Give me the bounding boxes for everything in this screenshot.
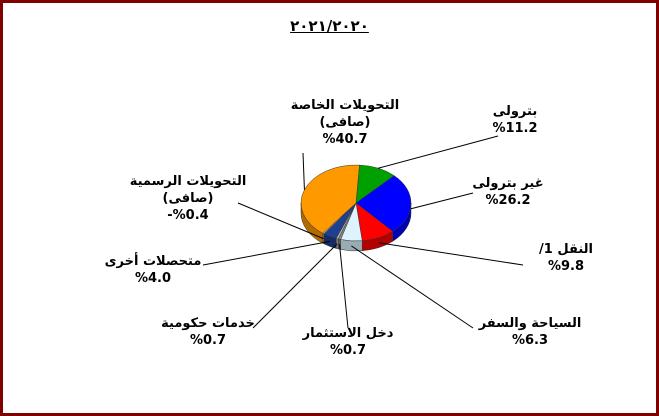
value-label: %9.8 xyxy=(547,259,585,274)
value-label: %0.7 xyxy=(329,343,367,358)
value-label: %6.3 xyxy=(511,333,549,348)
leader-line xyxy=(339,244,349,329)
category-label: خدمات حكومية xyxy=(161,316,255,331)
category-label: التحويلات الرسمية (صافى) xyxy=(129,174,247,206)
pie-side xyxy=(335,238,339,250)
pie-slice xyxy=(355,175,412,232)
category-label: السياحة والسفر xyxy=(478,316,582,331)
category-label: النقل 1/ xyxy=(539,242,593,257)
data-label: بترولى %11.2 xyxy=(492,103,537,137)
category-label: غير بترولى xyxy=(472,176,544,191)
category-label: دخل الاستثمار xyxy=(302,326,394,341)
leader-line xyxy=(378,135,499,169)
data-label: خدمات حكومية %0.7 xyxy=(161,315,255,349)
value-label: %26.2 xyxy=(485,193,531,208)
chart-title: ٢٠٢١/٢٠٢٠ xyxy=(290,17,369,35)
data-label: السياحة والسفر %6.3 xyxy=(479,315,582,349)
data-label: التحويلات الرسمية (صافى) -%0.4 xyxy=(130,173,247,224)
category-label: التحويلات الخاصة (صافى) xyxy=(290,98,400,130)
category-label: بترولى xyxy=(492,104,538,119)
value-label: %4.0 xyxy=(134,271,172,286)
value-label: -%0.4 xyxy=(167,208,209,223)
value-label: %11.2 xyxy=(492,121,538,136)
leader-line xyxy=(410,192,474,210)
pie-slice xyxy=(300,164,360,234)
leader-line xyxy=(302,152,305,190)
category-label: متحصلات أخرى xyxy=(104,254,202,269)
value-label: %0.7 xyxy=(189,333,227,348)
data-label: غير بترولى %26.2 xyxy=(472,175,543,209)
data-label: دخل الاستثمار %0.7 xyxy=(303,325,394,359)
leader-line xyxy=(237,202,324,240)
leader-line xyxy=(202,240,330,266)
leader-line xyxy=(252,243,338,329)
pie-side xyxy=(340,239,363,252)
value-label: %40.7 xyxy=(322,132,368,147)
plot xyxy=(202,135,524,329)
data-label: النقل 1/ %9.8 xyxy=(539,241,593,275)
data-label: متحصلات أخرى %4.0 xyxy=(105,253,202,287)
leader-line xyxy=(351,245,474,329)
data-label: التحويلات الخاصة (صافى) %40.7 xyxy=(291,97,400,148)
leader-line xyxy=(378,242,524,266)
